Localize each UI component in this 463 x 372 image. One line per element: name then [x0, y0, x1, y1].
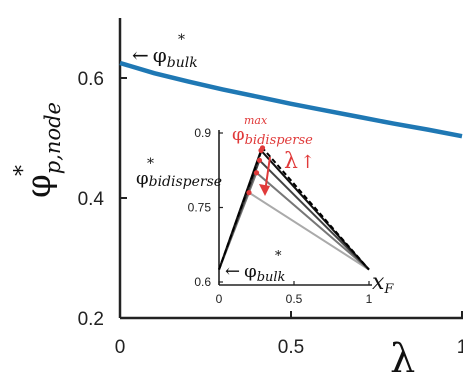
inset-bulk-sub: bulk: [257, 270, 286, 285]
main-x-tick-label: 1: [457, 337, 463, 358]
svg-text:←φbulk: ← φbulk: [132, 43, 198, 71]
main-bulk-symbol: φ: [153, 43, 167, 67]
main-bulk-sup: *: [178, 32, 185, 48]
inset-bulk-annotation: ← φbulk *: [225, 249, 286, 285]
inset-xlabel-sub: F: [383, 282, 394, 297]
inset-max-point: [253, 170, 260, 176]
inset-bulk-sup: *: [275, 249, 282, 264]
main-x-tick-label: 0.5: [278, 337, 304, 358]
inset-y-tick-label: 0.75: [188, 201, 212, 215]
main-series-line: [119, 60, 463, 139]
main-y-tick-label: 0.6: [78, 69, 104, 90]
inset-series-line-3: [218, 158, 370, 271]
inset-x-tick-label: 0: [216, 292, 223, 306]
inset-max-point: [246, 190, 252, 196]
main-y-tick-label: 0.2: [78, 309, 104, 330]
inset-max-point: [256, 157, 263, 163]
inset-max-label: φbidisperse max: [232, 114, 313, 148]
main-xlabel: λ: [390, 336, 415, 372]
inset-xlabel: xF: [372, 270, 394, 297]
main-bulk-sub: bulk: [167, 55, 198, 71]
main-bulk-arrow: ←: [132, 43, 149, 67]
main-y-tick-label: 0.4: [78, 189, 105, 210]
svg-text:←φbulk: ← φbulk: [225, 261, 286, 285]
inset-xlabel-main: x: [372, 270, 385, 295]
main-ylabel-sub: p,node: [41, 102, 65, 174]
inset-lambda-arrow: ↑: [300, 152, 315, 173]
inset-ylabel-sup: *: [147, 156, 154, 172]
inset-lambda-symbol: λ: [284, 149, 298, 174]
inset-max-symbol: φ: [232, 124, 245, 145]
inset-max-sup: max: [244, 114, 268, 127]
inset-bulk-arrow: ←: [225, 261, 240, 282]
inset-ylabel-symbol: φ: [136, 168, 149, 189]
svg-text:φbidisperse: φbidisperse: [136, 168, 222, 190]
inset-ylabel-sub: bidisperse: [149, 174, 222, 190]
main-bulk-annotation: ← φbulk *: [132, 32, 198, 71]
inset-max-sub: bidisperse: [245, 133, 314, 148]
main-chart: 0 0.5 10.20.40.6 φp,node * λ ← φbulk *: [11, 18, 463, 372]
svg-text:φp,node: φp,node: [19, 102, 65, 198]
inset-bulk-symbol: φ: [244, 261, 257, 282]
inset-red-arrow-icon: [259, 156, 271, 196]
inset-y-tick-label: 0.9: [194, 126, 211, 140]
inset-x-tick-label: 1: [366, 292, 373, 306]
main-ylabel-sup: *: [11, 165, 36, 176]
inset-chart: 0 0.5 10.60.750.9 φbidisperse * xF φbidisp…: [136, 114, 394, 306]
main-ylabel-symbol: φ: [19, 174, 59, 198]
main-ylabel: φp,node *: [11, 102, 65, 198]
inset-max-point: [259, 145, 266, 151]
svg-text:φbidisperse: φbidisperse: [232, 124, 313, 148]
inset-x-tick-label: 0.5: [286, 292, 303, 306]
main-x-tick-label: 0: [115, 337, 126, 358]
inset-ylabel: φbidisperse *: [136, 156, 222, 190]
inset-lambda-label: λ ↑: [284, 149, 315, 174]
inset-y-tick-label: 0.6: [194, 275, 211, 289]
